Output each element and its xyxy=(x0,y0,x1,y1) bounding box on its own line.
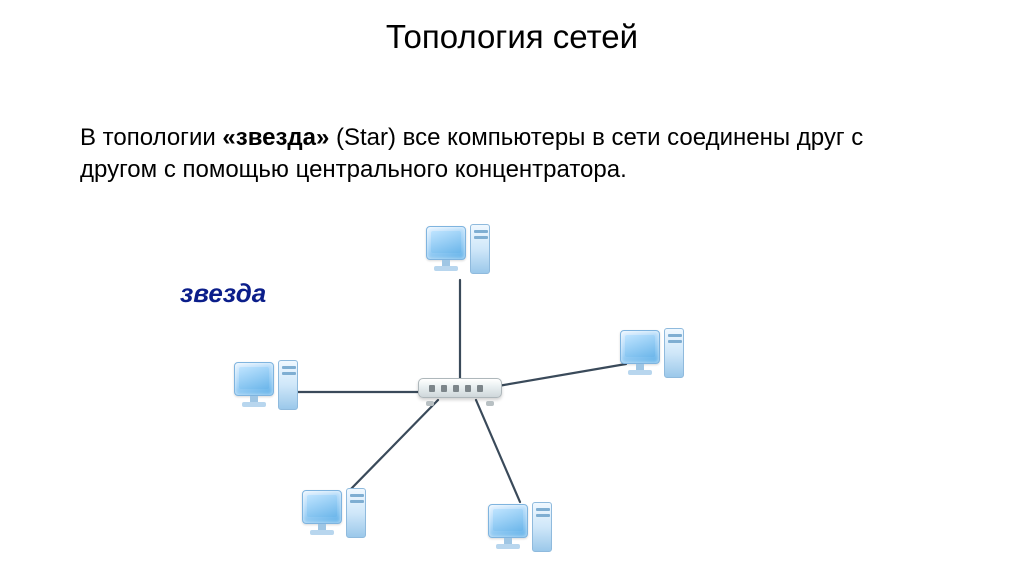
monitor-icon xyxy=(302,490,342,524)
hub-body xyxy=(418,378,502,398)
computer-node xyxy=(486,498,558,562)
hub-foot xyxy=(486,401,494,406)
hub-port xyxy=(477,385,483,392)
hub-port xyxy=(429,385,435,392)
monitor-icon xyxy=(234,362,274,396)
edge xyxy=(476,400,520,502)
edge xyxy=(348,400,438,492)
monitor-icon xyxy=(426,226,466,260)
pc-tower-icon xyxy=(346,488,366,538)
hub xyxy=(418,378,502,406)
star-topology-diagram: звезда xyxy=(180,220,740,560)
monitor-base xyxy=(242,402,266,407)
pc-tower-icon xyxy=(278,360,298,410)
computer-node xyxy=(232,356,304,420)
hub-foot xyxy=(426,401,434,406)
monitor-base xyxy=(628,370,652,375)
monitor-base xyxy=(310,530,334,535)
pc-tower-icon xyxy=(470,224,490,274)
computer-node xyxy=(300,484,372,548)
edge xyxy=(498,364,626,386)
pc-tower-icon xyxy=(532,502,552,552)
computer-node xyxy=(424,220,496,284)
monitor-icon xyxy=(488,504,528,538)
monitor-icon xyxy=(620,330,660,364)
monitor-base xyxy=(496,544,520,549)
slide: Топология сетей В топологии «звезда» (St… xyxy=(0,0,1024,574)
page-title: Топология сетей xyxy=(0,18,1024,56)
description: В топологии «звезда» (Star) все компьюте… xyxy=(80,122,920,187)
monitor-base xyxy=(434,266,458,271)
desc-prefix: В топологии xyxy=(80,124,222,151)
hub-port xyxy=(453,385,459,392)
hub-port xyxy=(441,385,447,392)
diagram-label: звезда xyxy=(180,278,266,309)
desc-bold: «звезда» xyxy=(222,124,329,151)
hub-port xyxy=(465,385,471,392)
computer-node xyxy=(618,324,690,388)
pc-tower-icon xyxy=(664,328,684,378)
